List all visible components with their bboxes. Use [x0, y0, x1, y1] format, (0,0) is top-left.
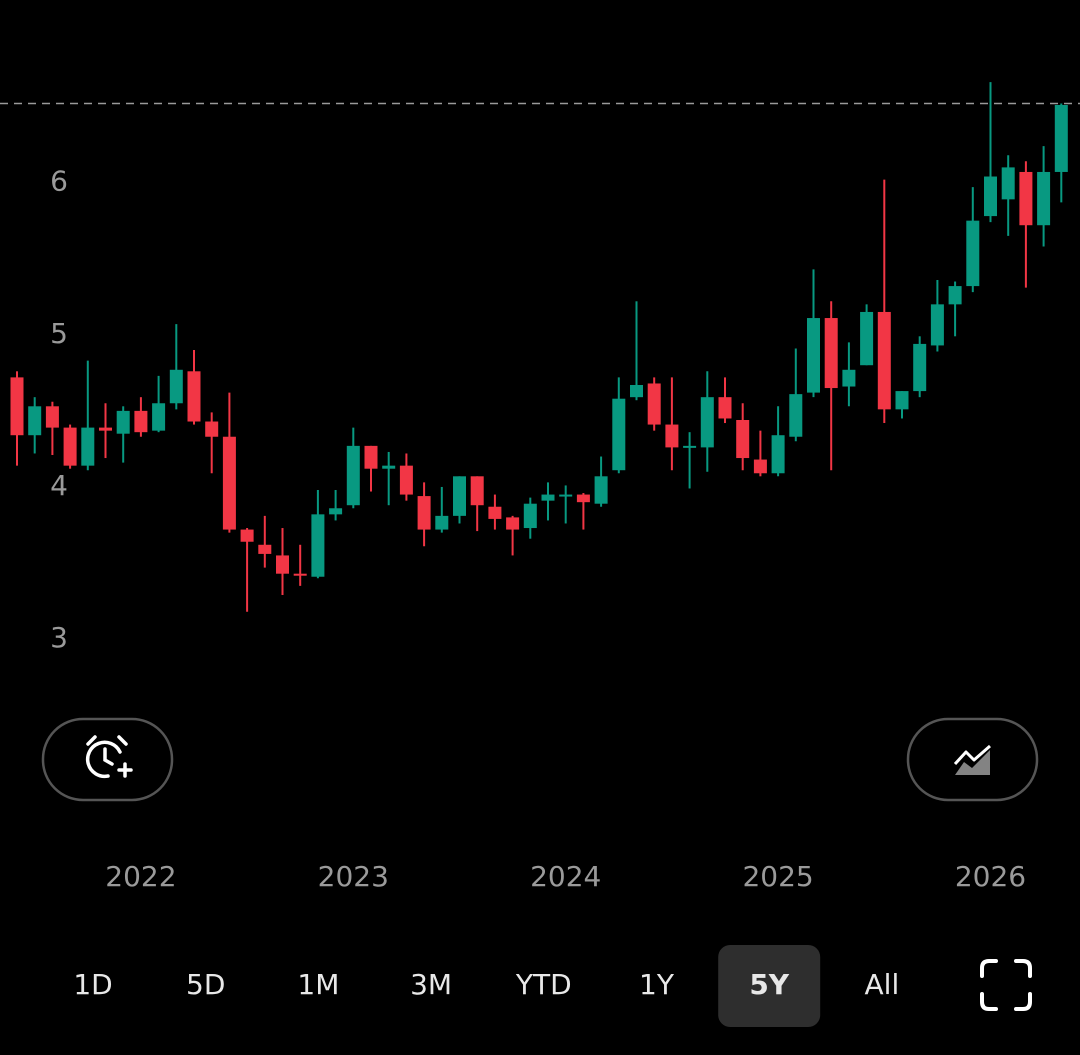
indicator-icon — [953, 744, 991, 775]
x-tick-label: 2022 — [105, 860, 176, 893]
candle-body — [435, 515, 449, 530]
candle-body — [594, 476, 608, 504]
candle-body — [399, 465, 413, 495]
candle-body — [683, 445, 697, 448]
y-tick-label: 3 — [50, 621, 68, 654]
candle-body — [99, 427, 112, 431]
candle-body — [187, 371, 201, 422]
candle-body — [222, 436, 236, 530]
range-tab[interactable]: 1Y — [639, 968, 675, 1001]
candle-body — [417, 496, 431, 530]
candle-body — [877, 311, 891, 410]
candle-body — [81, 427, 95, 466]
y-tick-label: 6 — [50, 165, 68, 198]
fullscreen-icon[interactable] — [980, 959, 1032, 1011]
candle-body — [824, 318, 838, 389]
candle-body — [382, 465, 396, 469]
range-tab[interactable]: 1D — [73, 968, 112, 1001]
candle-body — [364, 445, 378, 469]
candle-body — [311, 514, 325, 577]
range-tab[interactable]: 5D — [186, 968, 225, 1001]
candle-body — [1037, 171, 1051, 226]
candle-body — [1054, 105, 1068, 172]
x-tick-label: 2024 — [530, 860, 601, 893]
candle-body — [240, 529, 254, 542]
candle-body — [948, 286, 962, 305]
range-tab[interactable]: 5Y — [749, 968, 789, 1001]
alarm-button-outline — [41, 717, 174, 802]
y-tick-label: 4 — [50, 469, 68, 502]
candle-body — [789, 394, 803, 437]
candle-body — [736, 420, 750, 459]
candle-body — [116, 410, 130, 434]
candle-body — [647, 383, 661, 425]
candle-body — [488, 506, 502, 519]
candle-body — [470, 476, 484, 506]
alarm-button[interactable] — [41, 717, 174, 802]
candle-body — [258, 544, 272, 554]
candle-body — [576, 494, 590, 503]
candle-body — [665, 424, 679, 448]
candle-body — [860, 311, 874, 366]
range-tabs: 1D 5D 1M 3M YTD 1Y 5Y All — [73, 945, 899, 1027]
candle-body — [930, 304, 944, 346]
candle-body — [152, 403, 166, 431]
candle-body — [541, 494, 555, 501]
x-tick-label: 2026 — [955, 860, 1026, 893]
range-tab[interactable]: 1M — [297, 968, 339, 1001]
candle-body — [630, 385, 643, 398]
y-tick-label: 5 — [50, 317, 68, 350]
candle-body — [205, 421, 219, 437]
range-tab[interactable]: All — [865, 968, 900, 1001]
candle-body — [63, 427, 77, 466]
candle-body — [28, 406, 42, 436]
candle-body — [718, 397, 732, 419]
candle-body — [506, 517, 520, 530]
selected-tab-background — [718, 945, 821, 1027]
candle-body — [293, 573, 307, 576]
candle-body — [612, 398, 626, 471]
candle-body — [895, 391, 909, 410]
candle-body — [842, 369, 856, 387]
candle-body — [453, 476, 466, 516]
candle-body — [771, 435, 785, 474]
candle-body — [10, 377, 24, 436]
candle-body — [700, 397, 714, 448]
indicator-button-outline — [906, 717, 1039, 802]
candle-body — [913, 343, 927, 392]
candle-body — [1001, 167, 1015, 200]
candle-body — [807, 318, 820, 393]
x-tick-label: 2025 — [742, 860, 813, 893]
alarm-icon — [85, 735, 133, 779]
plot: 3 4 5 6 2022 2023 2024 2025 2026 — [0, 82, 1080, 893]
candle-body — [169, 369, 183, 404]
candle-body — [984, 176, 997, 217]
candle-body — [276, 555, 289, 574]
candle-body — [523, 503, 537, 529]
x-tick-label: 2023 — [318, 860, 389, 893]
candle-body — [134, 410, 148, 433]
range-tab[interactable]: 3M — [410, 968, 452, 1001]
indicator-button[interactable] — [906, 717, 1039, 802]
candle-body — [753, 459, 767, 474]
candle-body — [559, 494, 573, 497]
candle-body — [966, 220, 980, 287]
range-tab[interactable]: YTD — [515, 968, 572, 1001]
candle-body — [329, 508, 343, 515]
candle-body — [1019, 171, 1033, 226]
candle-body — [346, 445, 360, 506]
candle-body — [45, 406, 59, 428]
